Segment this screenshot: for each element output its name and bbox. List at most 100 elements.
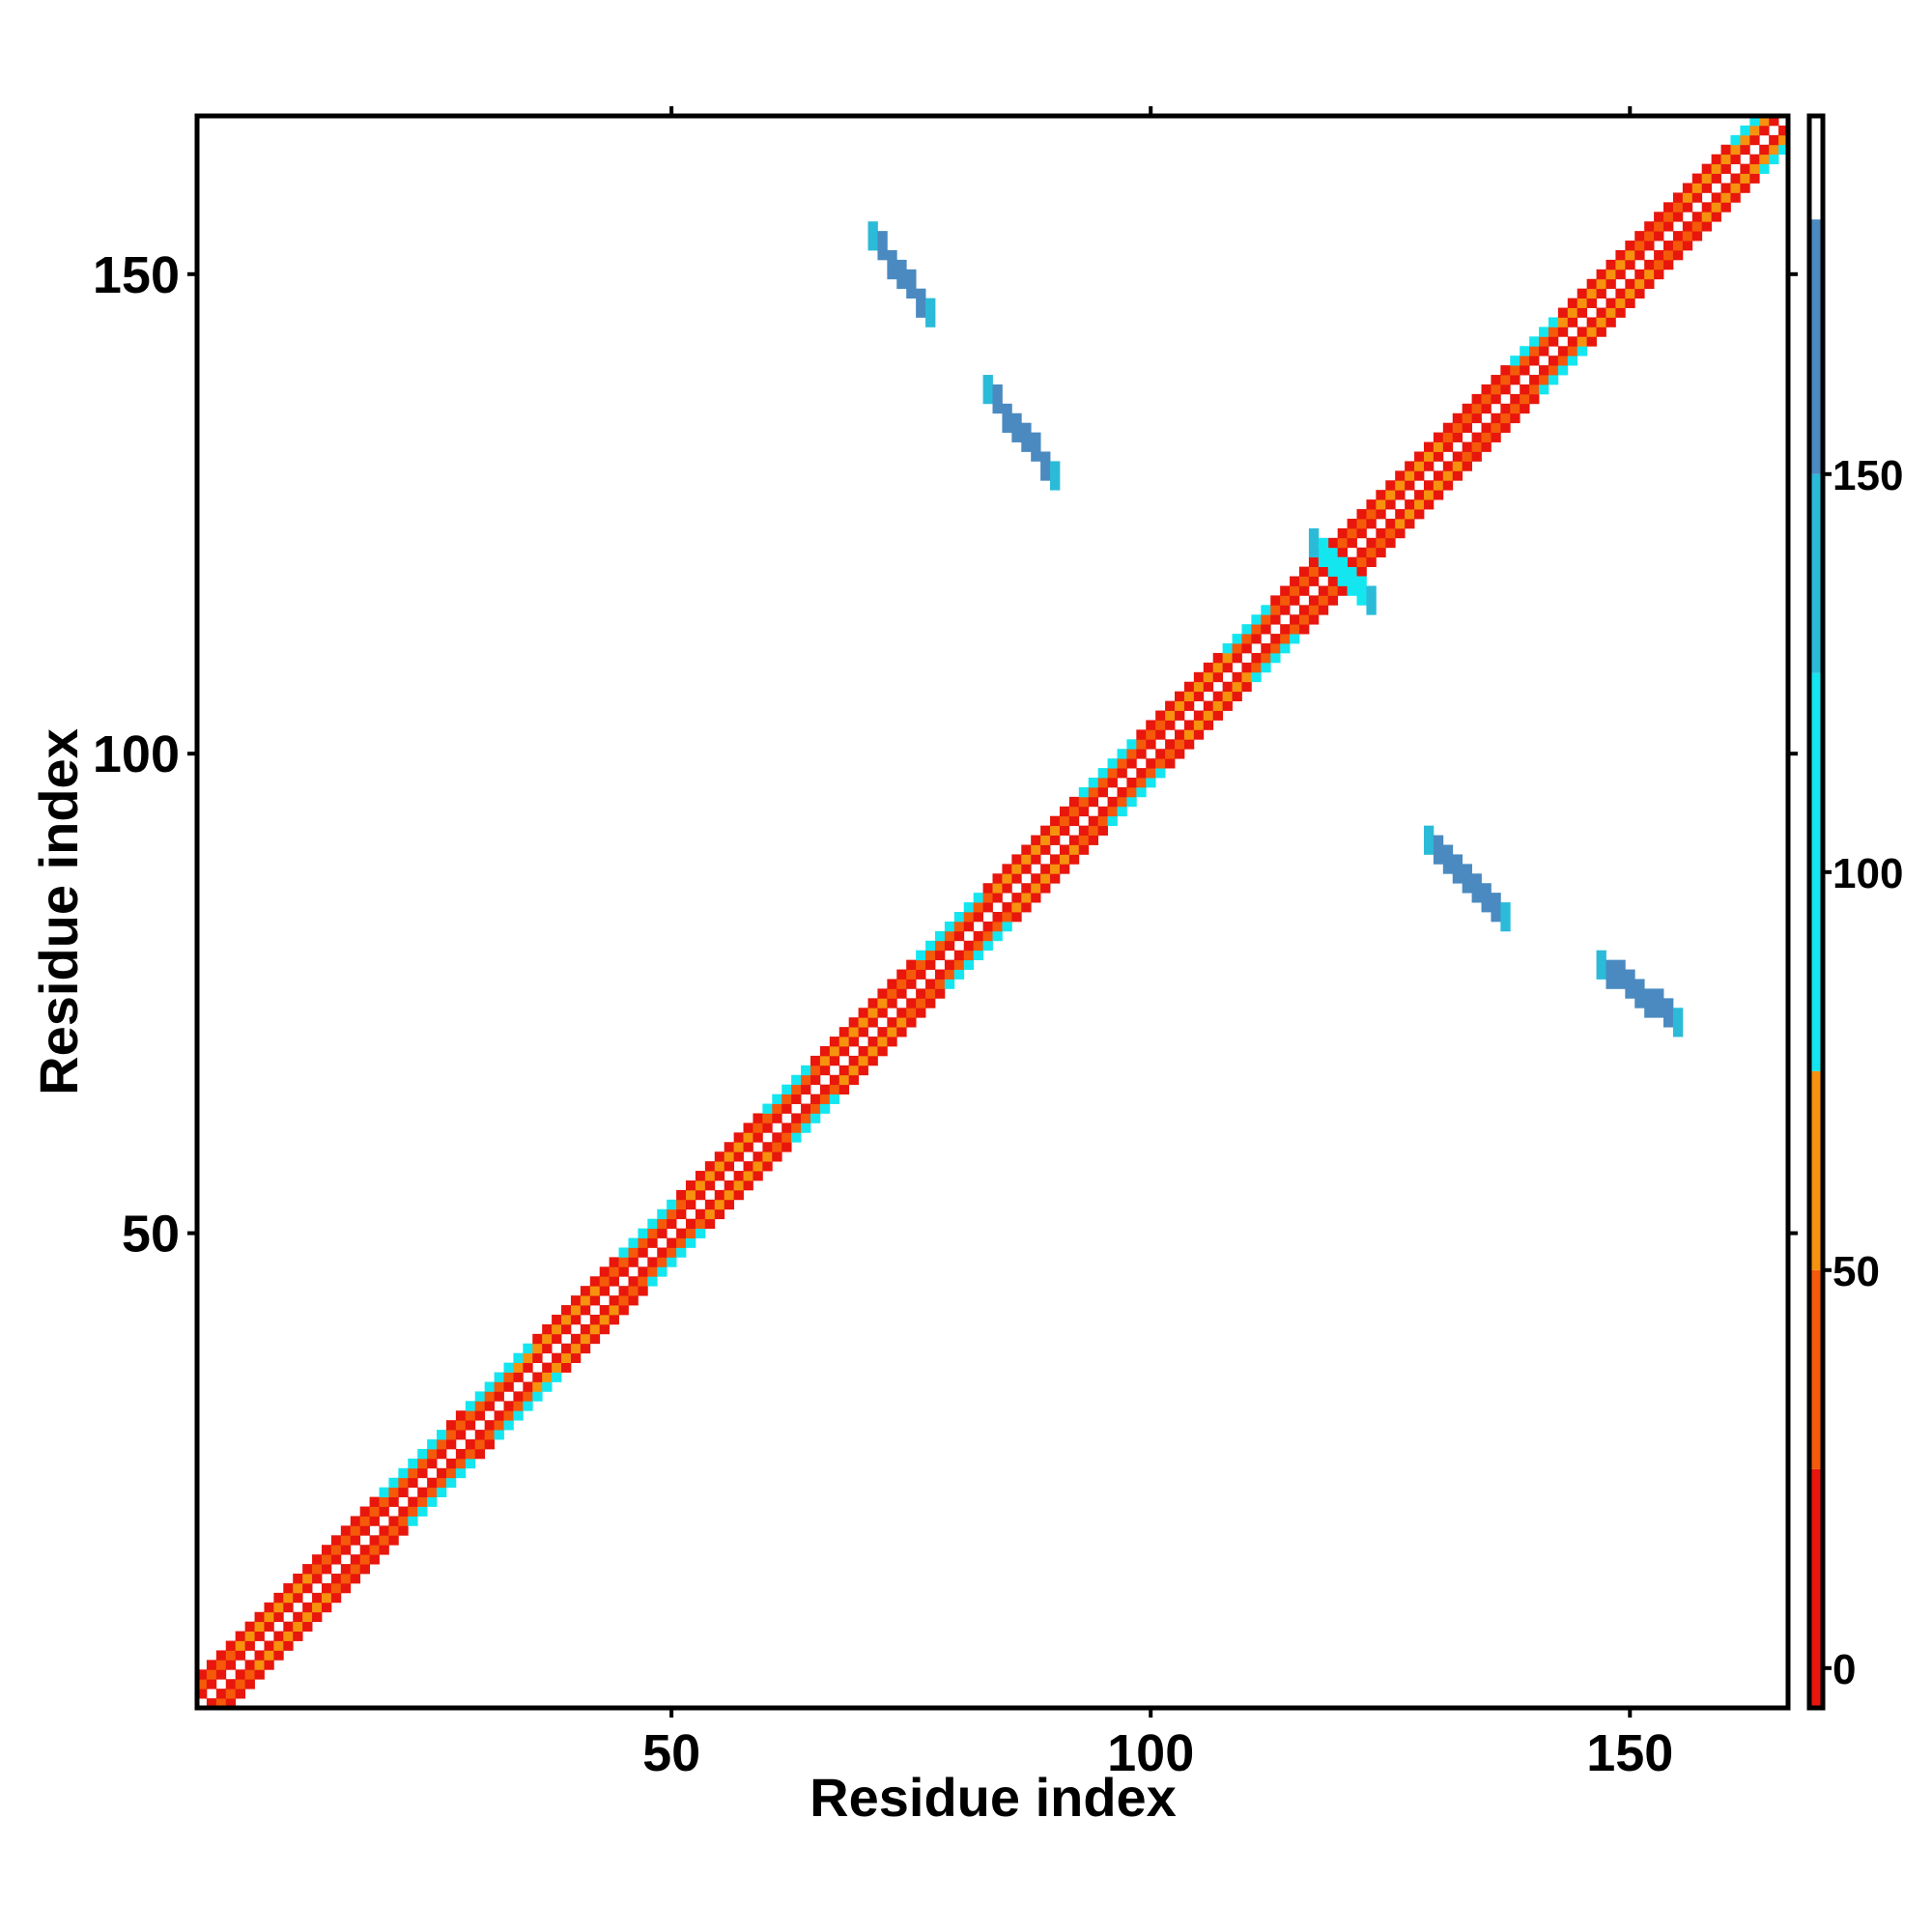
heatmap-cell — [474, 1448, 486, 1460]
heatmap-cell — [235, 1669, 246, 1680]
heatmap-cell — [676, 1208, 687, 1220]
heatmap-cell — [408, 1467, 418, 1479]
heatmap-cell — [330, 1554, 342, 1565]
heatmap-cell — [1520, 384, 1530, 395]
heatmap-cell — [1720, 183, 1731, 193]
heatmap-cell — [1759, 125, 1770, 136]
heatmap-cell — [1308, 556, 1320, 567]
heatmap-cell — [437, 1487, 447, 1497]
heatmap-cell — [1596, 959, 1606, 970]
heatmap-cell — [887, 1037, 897, 1047]
heatmap-cell — [445, 1430, 457, 1440]
heatmap-cell — [254, 1650, 265, 1661]
x-tick-label: 150 — [1586, 1724, 1673, 1782]
heatmap-cell — [791, 1084, 802, 1095]
heatmap-cell — [465, 1448, 476, 1460]
heatmap-cell — [1107, 758, 1118, 769]
heatmap-cell — [772, 1094, 782, 1104]
heatmap-cell — [1452, 854, 1463, 865]
heatmap-cell — [848, 1017, 859, 1028]
heatmap-cell — [733, 1179, 744, 1191]
heatmap-cell — [733, 1151, 744, 1162]
heatmap-cell — [1471, 883, 1482, 894]
heatmap-cell — [657, 1218, 668, 1230]
heatmap-cell — [1586, 278, 1597, 290]
heatmap-cell — [1405, 470, 1415, 481]
heatmap-cell — [1318, 605, 1329, 615]
heatmap-cell — [1175, 749, 1185, 759]
heatmap-cell — [838, 1074, 850, 1086]
heatmap-cell — [934, 969, 946, 980]
heatmap-cell — [437, 1448, 447, 1460]
heatmap-cell — [599, 1286, 611, 1296]
heatmap-cell — [1040, 451, 1051, 462]
heatmap-cell — [982, 893, 993, 903]
heatmap-cell — [1452, 461, 1463, 471]
heatmap-cell — [235, 1650, 246, 1661]
heatmap-cell — [1280, 585, 1291, 596]
heatmap-cell — [283, 1640, 294, 1651]
heatmap-cell — [1462, 422, 1472, 434]
heatmap-cell — [848, 1055, 859, 1066]
heatmap-cell — [1577, 307, 1588, 318]
heatmap-cell — [552, 1333, 562, 1345]
heatmap-cell — [1625, 969, 1635, 980]
heatmap-cell — [1414, 509, 1425, 520]
heatmap-cell — [934, 979, 946, 989]
heatmap-cell — [215, 1689, 227, 1699]
heatmap-cell — [638, 1228, 648, 1238]
heatmap-cell — [1126, 749, 1137, 759]
heatmap-cell — [1615, 288, 1626, 299]
heatmap-cell — [867, 221, 878, 232]
heatmap-cell — [628, 1237, 639, 1248]
heatmap-cell — [1078, 806, 1090, 817]
heatmap-cell — [1586, 327, 1597, 337]
heatmap-cell — [1117, 796, 1127, 808]
heatmap-cell — [791, 1132, 802, 1143]
heatmap-cell — [1251, 671, 1262, 683]
heatmap-cell — [1634, 241, 1645, 251]
heatmap-cell — [1337, 566, 1348, 577]
heatmap-cell — [264, 1602, 274, 1613]
heatmap-cell — [1385, 499, 1396, 510]
heatmap-cell — [215, 1660, 227, 1670]
heatmap-cell — [686, 1218, 696, 1230]
heatmap-cell — [1376, 537, 1386, 549]
heatmap-cell — [330, 1574, 342, 1584]
heatmap-cell — [580, 1305, 591, 1316]
heatmap-cell — [1701, 163, 1713, 174]
heatmap-cell — [753, 1132, 763, 1143]
heatmap-cell — [254, 1660, 265, 1670]
heatmap-cell — [925, 959, 936, 970]
heatmap-cell — [244, 1631, 255, 1641]
heatmap-cell — [445, 1439, 457, 1450]
heatmap-cell — [1557, 365, 1569, 376]
heatmap-cell — [695, 1189, 706, 1201]
heatmap-cell — [877, 1008, 888, 1018]
heatmap-cell — [1146, 739, 1156, 750]
heatmap-cell — [1327, 595, 1339, 606]
heatmap-cell — [1021, 854, 1032, 865]
heatmap-cell — [1500, 912, 1511, 923]
heatmap-cell — [848, 1027, 859, 1037]
heatmap-cell — [1414, 461, 1425, 471]
heatmap-cell — [1241, 681, 1252, 693]
heatmap-cell — [1615, 959, 1626, 970]
heatmap-cell — [1356, 585, 1367, 596]
heatmap-cell — [877, 231, 888, 242]
heatmap-cell — [1212, 671, 1224, 683]
heatmap-cell — [810, 1055, 821, 1066]
heatmap-cell — [733, 1142, 744, 1152]
heatmap-cell — [206, 1660, 217, 1670]
heatmap-cell — [1634, 998, 1645, 1009]
heatmap-cell — [369, 1535, 380, 1546]
heatmap-cell — [1146, 778, 1156, 788]
heatmap-cell — [1002, 412, 1012, 424]
heatmap-cell — [1778, 125, 1789, 136]
heatmap-cell — [484, 1391, 495, 1402]
heatmap-cell — [1778, 134, 1789, 146]
heatmap-cell — [1241, 643, 1252, 654]
heatmap-cell — [1672, 202, 1684, 213]
heatmap-cell — [1691, 231, 1703, 242]
heatmap-cell — [867, 1037, 878, 1047]
